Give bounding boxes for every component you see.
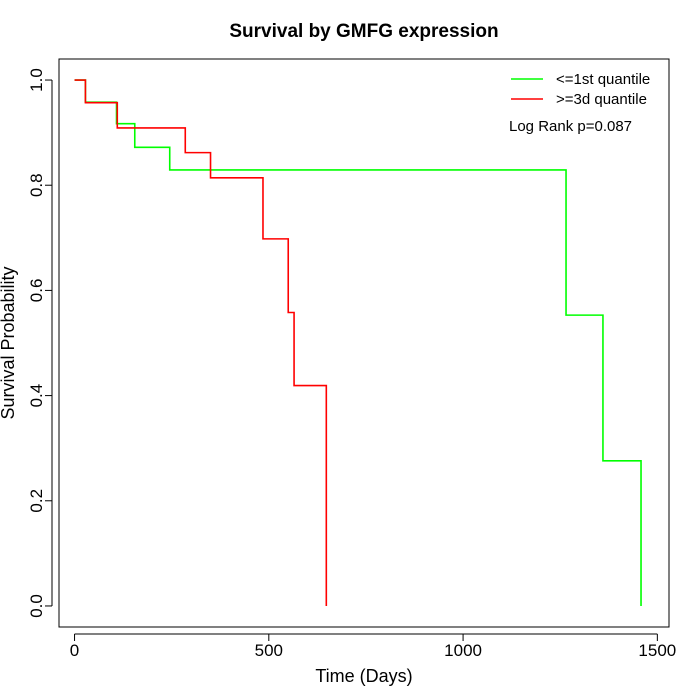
y-tick-label: 0.2 bbox=[27, 489, 46, 513]
x-axis: 0 500 1000 1500 bbox=[70, 633, 676, 660]
x-tick-label: 0 bbox=[70, 641, 79, 660]
series-line-2 bbox=[74, 79, 328, 606]
legend-label: <=1st quantile bbox=[556, 71, 650, 88]
x-tick-label: 1500 bbox=[638, 641, 676, 660]
x-axis-label: Time (Days) bbox=[315, 666, 412, 686]
x-tick-label: 500 bbox=[255, 641, 283, 660]
y-tick-label: 0.4 bbox=[27, 384, 46, 408]
log-rank-annotation: Log Rank p=0.087 bbox=[509, 118, 632, 135]
y-tick-label: 0.6 bbox=[27, 279, 46, 303]
series-line-1 bbox=[74, 79, 642, 606]
y-axis: 0.0 0.2 0.4 0.6 0.8 1.0 bbox=[27, 68, 53, 618]
y-tick-label: 0.8 bbox=[27, 173, 46, 197]
series-layer bbox=[74, 79, 642, 606]
y-axis-label: Survival Probability bbox=[0, 266, 18, 419]
chart-title: Survival by GMFG expression bbox=[229, 21, 498, 42]
legend: <=1st quantile >=3d quantile bbox=[511, 71, 650, 108]
plot-frame bbox=[58, 58, 670, 628]
y-tick-label: 1.0 bbox=[27, 68, 46, 92]
legend-label: >=3d quantile bbox=[556, 91, 647, 108]
x-tick-label: 1000 bbox=[444, 641, 482, 660]
y-tick-label: 0.0 bbox=[27, 594, 46, 618]
